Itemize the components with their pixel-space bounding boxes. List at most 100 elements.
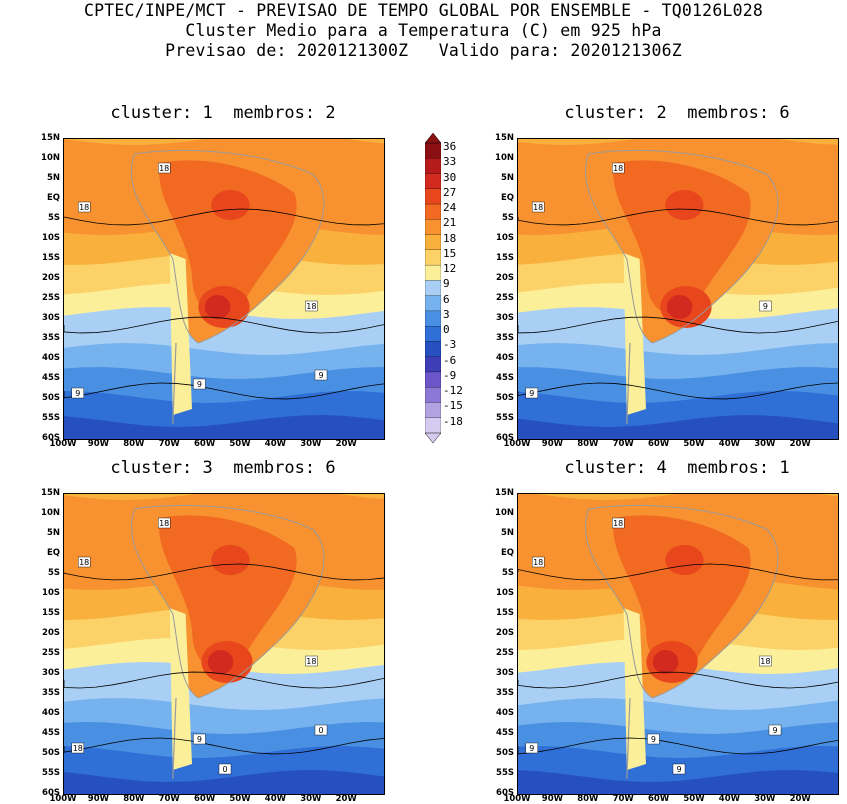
contour-label: 18 [71,742,85,754]
temperature-band [518,307,838,357]
contour-label-text: 18 [159,519,169,528]
colorbar-label: 18 [443,231,457,245]
colorbar-segment [424,219,442,236]
lon-tick-label: 90W [541,794,563,804]
lat-tick-label: 60S [496,433,514,443]
lon-tick-label: 80W [123,439,145,449]
colorbar-label: 6 [443,292,450,306]
amazon-warm-core [211,190,250,220]
temperature-band [64,770,384,794]
colorbar-segment [424,234,442,251]
contour-label: 18 [611,517,625,529]
lat-tick-label: 50S [42,393,60,403]
coastline [130,150,325,344]
colorbar-label: -3 [443,338,457,352]
colorbar-segment [424,295,442,312]
lon-tick-label: 80W [123,794,145,804]
colorbar-segment [424,371,442,388]
continent-hot-region [159,515,297,670]
lat-tick-label: 15S [496,608,514,618]
contour-label-text: 9 [763,302,768,311]
colorbar-label: -18 [443,414,463,428]
lat-tick-label: 5S [501,213,514,223]
isotherm-contour [518,671,838,689]
lat-tick-label: 25S [496,293,514,303]
lon-tick-label: 20W [335,439,357,449]
lat-tick-label: 10S [42,233,60,243]
contour-label: 9 [525,387,539,399]
contour-label-text: 9 [197,735,202,744]
lat-tick-label: 10S [496,588,514,598]
panel-title: cluster: 3 membros: 6 [110,458,336,478]
colorbar-label: 27 [443,185,457,199]
lon-tick-label: 80W [577,439,599,449]
lon-tick-label: 70W [158,794,180,804]
map-svg: 18 18 18 9 9 9 9 [518,494,838,794]
lon-tick-label: 20W [335,794,357,804]
lat-tick-label: 45S [496,373,514,383]
isotherm-contour [64,316,384,334]
lon-tick-label: 80W [577,794,599,804]
lat-tick-label: 5S [47,213,60,223]
isotherm-contour [518,563,838,581]
lon-tick-label: 60W [193,794,216,804]
lat-tick-label: 10N [495,153,514,163]
isotherm-contour [64,208,384,226]
lat-tick-label: 40S [496,708,514,718]
contour-label: 9 [525,742,539,754]
lon-tick-label: 60W [193,439,216,449]
contour-label: 18 [77,556,91,568]
lat-tick-label: 15N [41,133,60,143]
lat-tick-label: 15N [41,488,60,498]
contour-label-text: 9 [772,726,777,735]
contour-label: 18 [305,300,318,312]
contour-label-text: 18 [159,164,169,173]
lat-tick-label: 55S [496,413,514,423]
colorbar-segment [424,142,442,159]
panel-title: cluster: 2 membros: 6 [564,103,790,123]
colorbar-segment [424,280,442,297]
lat-tick-label: 50S [496,748,514,758]
contour-label-text: 18 [306,302,316,311]
lat-tick-label: 20S [496,628,514,638]
lon-tick-label: 100W [503,439,531,449]
contour-label: 9 [647,733,660,745]
lon-tick-label: 90W [541,439,563,449]
contour-label: 9 [759,300,772,312]
lon-tick-label: 70W [612,794,634,804]
contour-label-text: 18 [533,558,543,567]
lon-tick-label: 20W [789,794,811,804]
lon-tick-label: 60W [647,794,670,804]
coastline [584,505,779,699]
lat-tick-label: 15S [496,253,514,263]
lat-tick-label: 40S [496,353,514,363]
lon-tick-label: 30W [754,794,776,804]
contour-label-text: 18 [613,164,623,173]
contour-label-text: 18 [760,657,770,666]
lat-tick-label: 5S [47,568,60,578]
continent-hot-region [613,160,751,315]
contour-label: 18 [759,655,772,667]
lat-tick-label: 10S [42,588,60,598]
isotherm-contour [518,208,838,226]
lat-tick-label: EQ [46,193,60,203]
temperature-map: 18 18 18 9 9 9 9 [517,493,839,795]
colorbar-segment [424,158,442,175]
lon-tick-label: 100W [49,439,77,449]
colorbar-label: 0 [443,323,450,337]
contour-label-text: 9 [676,765,681,774]
lat-tick-label: 15N [495,488,514,498]
continent-hot-region [613,515,751,670]
isotherm-contour [518,316,838,334]
lat-tick-label: 5N [500,528,514,538]
colorbar-segment [424,402,442,419]
colorbar-segment [424,356,442,373]
lon-tick-label: 40W [718,439,740,449]
colorbar-label: -6 [443,353,457,367]
lon-tick-label: 30W [754,439,776,449]
header-line-2: Cluster Medio para a Temperatura (C) em … [185,21,662,40]
header-line-1: CPTEC/INPE/MCT - PREVISAO DE TEMPO GLOBA… [84,1,763,20]
hot-core-center [204,295,231,319]
lat-tick-label: 45S [42,373,60,383]
lat-tick-label: 25S [496,648,514,658]
